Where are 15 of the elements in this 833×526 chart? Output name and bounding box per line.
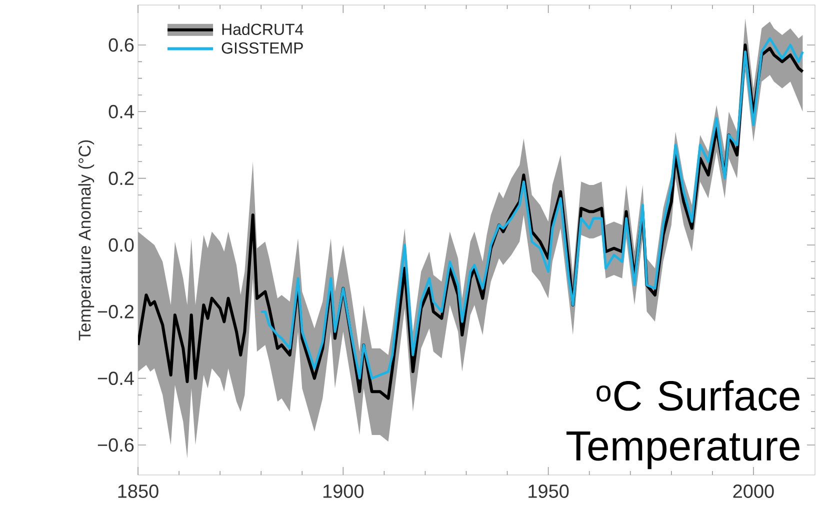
y-tick-label: −0.6 (98, 438, 134, 452)
x-tick-label: 2000 (733, 484, 774, 498)
y-tick-label: −0.2 (98, 304, 134, 318)
y-axis-title: Temperature Anomaly (°C) (78, 140, 94, 340)
annotation: $^{o}$C Surface Temperature (566, 380, 800, 470)
x-tick-label: 1850 (118, 484, 158, 498)
x-tick-label: 1950 (528, 484, 569, 498)
legend-label: HadCRUT4 (222, 23, 304, 36)
y-tick-label: 0.6 (108, 38, 134, 52)
y-tick-label: 0.2 (108, 172, 134, 186)
x-tick-label: 1900 (323, 484, 364, 498)
legend-label: GISSTEMP (222, 42, 303, 54)
y-tick-label: 0.4 (108, 104, 134, 118)
y-tick-label: 0.0 (108, 238, 134, 252)
y-tick-label: −0.4 (98, 372, 134, 386)
